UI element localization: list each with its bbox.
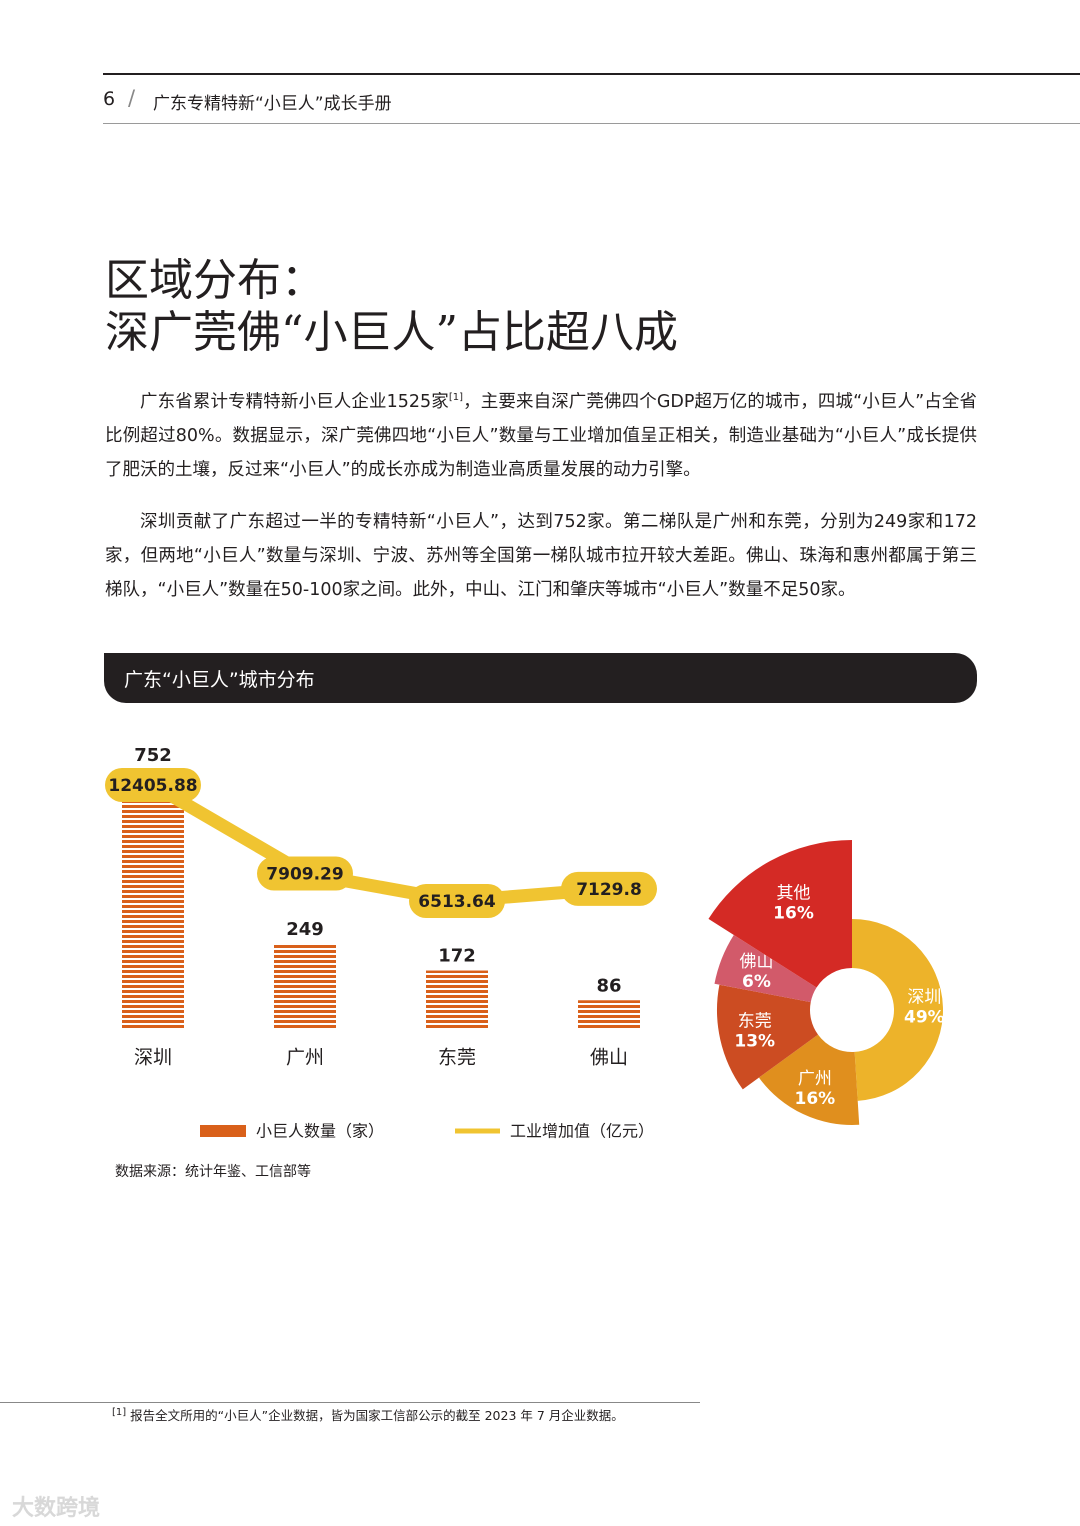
category-label: 深圳	[134, 1047, 172, 1069]
pie-slice	[758, 1034, 860, 1125]
slice-label: 其他	[777, 884, 811, 904]
data-label: 86	[596, 975, 621, 996]
label-pill	[409, 884, 505, 918]
slice-value: 13%	[734, 1032, 775, 1052]
data-label: 12405.88	[108, 776, 197, 796]
data-label: 249	[286, 919, 324, 940]
bar	[578, 1000, 640, 1030]
paragraph: 深圳贡献了广东超过一半的专精特新“小巨人”，达到752家。第二梯队是广州和东莞，…	[105, 505, 977, 607]
section-bar	[104, 653, 977, 703]
data-label: 7129.8	[576, 880, 642, 900]
footnote-text: 报告全文所用的“小巨人”企业数据，皆为国家工信部公示的截至 2023 年 7 月…	[130, 1408, 624, 1423]
legend-label: 小巨人数量（家）	[256, 1122, 384, 1141]
data-label: 752	[134, 745, 172, 766]
bar	[274, 943, 336, 1030]
section-title: 广东“小巨人”城市分布	[124, 669, 315, 691]
bar	[426, 970, 488, 1030]
footnote-rule	[0, 1402, 700, 1403]
page-title: 区域分布： 深广莞佛“小巨人”占比超八成	[105, 255, 678, 359]
slice-label: 深圳	[907, 988, 941, 1008]
page-number: 6	[103, 88, 116, 110]
label-pill	[257, 856, 353, 891]
slice-value: 49%	[904, 1008, 945, 1028]
data-label: 6513.64	[418, 892, 496, 912]
line	[149, 779, 610, 908]
pie-slice	[714, 934, 817, 1003]
title-line: 区域分布：	[105, 255, 325, 306]
legend-label: 工业增加值（亿元）	[510, 1122, 654, 1141]
slice-label: 广州	[798, 1069, 832, 1089]
data-label: 172	[438, 946, 476, 967]
slice-label: 佛山	[739, 952, 773, 972]
data-label: 7909.29	[266, 865, 343, 885]
slice-value: 16%	[773, 904, 814, 924]
source: 数据来源：统计年鉴、工信部等	[115, 1163, 311, 1180]
title-line: 深广莞佛“小巨人”占比超八成	[105, 307, 678, 358]
category-label: 佛山	[590, 1047, 628, 1069]
text: ，主要来自深广莞佛四个GDP超万亿的城市，四城“小巨人”占全省比例超过80%。数…	[105, 392, 977, 480]
label-pill	[561, 871, 657, 906]
slice-label: 东莞	[738, 1012, 772, 1032]
header-rule	[103, 123, 1080, 124]
pie-slice	[717, 984, 819, 1090]
text: 广东省累计专精特新小巨人企业1525家	[140, 392, 449, 412]
watermark: 大数跨境	[12, 1496, 101, 1521]
header-divider: /	[128, 86, 136, 110]
footnote-marker: [1]	[112, 1406, 127, 1418]
header-title: 广东专精特新“小巨人”成长手册	[153, 94, 392, 114]
pie-slice	[852, 919, 944, 1101]
footnote: [1] 报告全文所用的“小巨人”企业数据，皆为国家工信部公示的截至 2023 年…	[112, 1405, 624, 1424]
pie-slice	[708, 840, 852, 988]
bar	[122, 770, 184, 1030]
category-label: 广州	[286, 1047, 324, 1069]
chart: 752 深圳 249 广州 172 东莞 86 佛山 12405.88 7909.29 6513.6…	[105, 745, 945, 1180]
header-rule	[103, 73, 1080, 75]
paragraph: 广东省累计专精特新小巨人企业1525家[1]，主要来自深广莞佛四个GDP超万亿的…	[105, 385, 977, 487]
text: 深圳贡献了广东超过一半的专精特新“小巨人”，达到752家。第二梯队是广州和东莞，…	[105, 512, 977, 600]
legend-swatch	[200, 1125, 246, 1137]
slice-value: 6%	[742, 972, 771, 992]
label-pill	[105, 768, 201, 802]
footnote-ref: [1]	[448, 392, 464, 404]
category-label: 东莞	[438, 1047, 476, 1069]
slice-value: 16%	[794, 1089, 835, 1109]
